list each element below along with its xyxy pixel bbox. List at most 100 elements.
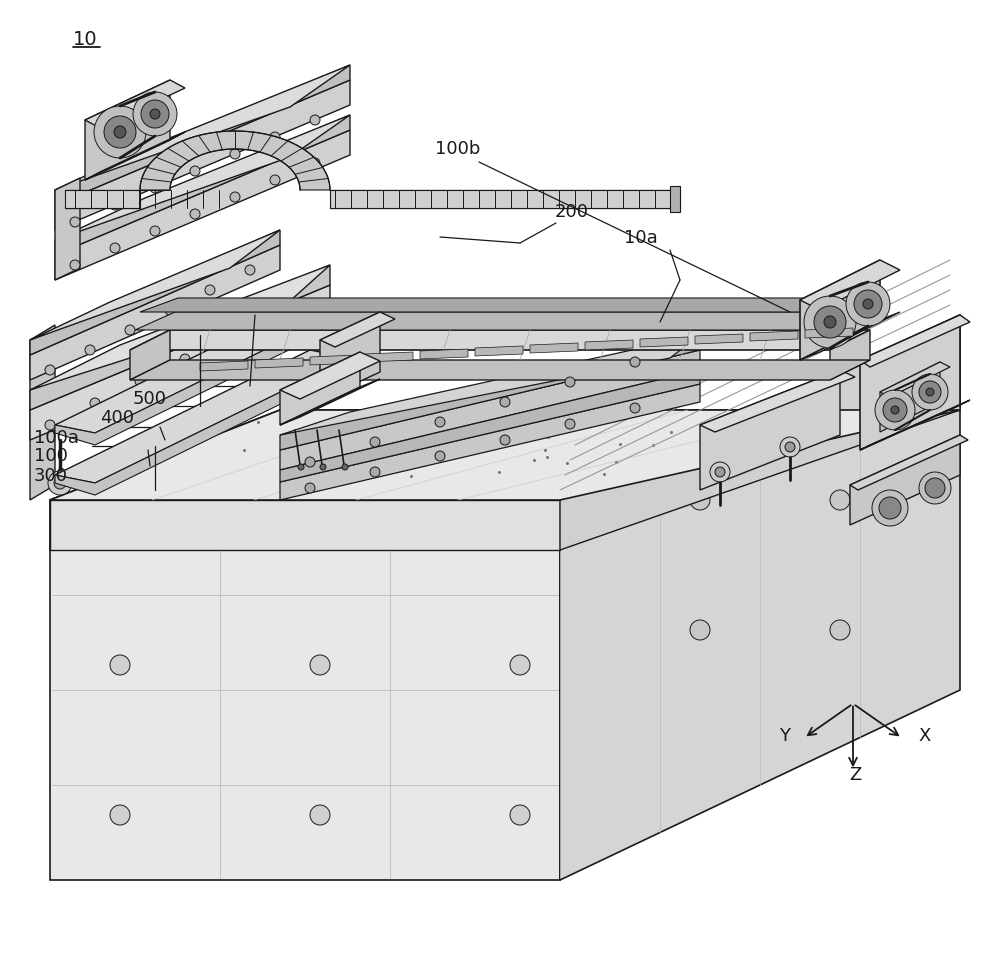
Circle shape — [435, 417, 445, 427]
Circle shape — [90, 398, 100, 408]
Polygon shape — [670, 186, 680, 212]
Circle shape — [710, 462, 730, 482]
Polygon shape — [55, 308, 350, 445]
Polygon shape — [140, 298, 862, 312]
Polygon shape — [695, 334, 743, 344]
Circle shape — [190, 209, 200, 219]
Circle shape — [830, 620, 850, 640]
Polygon shape — [30, 265, 330, 410]
Polygon shape — [310, 355, 358, 365]
Polygon shape — [530, 343, 578, 353]
Polygon shape — [140, 131, 330, 190]
Circle shape — [270, 310, 280, 320]
Polygon shape — [55, 115, 350, 255]
Polygon shape — [30, 285, 330, 440]
Circle shape — [510, 655, 530, 675]
Circle shape — [854, 290, 882, 318]
Polygon shape — [50, 410, 280, 550]
Polygon shape — [850, 435, 968, 490]
Polygon shape — [280, 335, 700, 435]
Polygon shape — [255, 358, 303, 368]
Circle shape — [310, 655, 330, 675]
Circle shape — [879, 497, 901, 519]
Polygon shape — [800, 260, 880, 360]
Polygon shape — [55, 65, 350, 205]
Polygon shape — [280, 335, 700, 450]
Circle shape — [110, 243, 120, 253]
Circle shape — [205, 285, 215, 295]
Polygon shape — [55, 130, 350, 280]
Circle shape — [780, 437, 800, 457]
Polygon shape — [280, 370, 700, 482]
Polygon shape — [320, 312, 395, 347]
Circle shape — [165, 305, 175, 315]
Circle shape — [814, 306, 846, 338]
Polygon shape — [800, 260, 900, 310]
Polygon shape — [830, 330, 870, 380]
Circle shape — [883, 398, 907, 422]
Circle shape — [320, 464, 326, 470]
Circle shape — [110, 655, 130, 675]
Text: 100a: 100a — [34, 429, 79, 447]
Circle shape — [270, 132, 280, 142]
Circle shape — [141, 100, 169, 128]
Polygon shape — [850, 435, 960, 525]
Circle shape — [630, 403, 640, 413]
Circle shape — [846, 282, 890, 326]
Polygon shape — [30, 230, 280, 355]
Polygon shape — [640, 337, 688, 347]
Circle shape — [225, 332, 235, 342]
Polygon shape — [50, 500, 560, 550]
Circle shape — [70, 217, 80, 227]
Circle shape — [310, 115, 320, 125]
Text: X: X — [918, 727, 931, 745]
Polygon shape — [30, 265, 330, 390]
Circle shape — [245, 265, 255, 275]
Circle shape — [715, 467, 725, 477]
Polygon shape — [585, 340, 633, 350]
Polygon shape — [55, 115, 350, 240]
Circle shape — [919, 472, 951, 504]
Circle shape — [45, 420, 55, 430]
Polygon shape — [475, 346, 523, 356]
Polygon shape — [420, 349, 468, 359]
Polygon shape — [50, 410, 960, 500]
Polygon shape — [30, 245, 280, 380]
Polygon shape — [880, 362, 950, 397]
Circle shape — [104, 116, 136, 148]
Circle shape — [630, 357, 640, 367]
Circle shape — [190, 166, 200, 176]
Circle shape — [804, 296, 856, 348]
Text: Z: Z — [849, 766, 861, 784]
Polygon shape — [280, 350, 700, 470]
Polygon shape — [700, 370, 855, 432]
Circle shape — [435, 451, 445, 461]
Circle shape — [110, 200, 120, 210]
Polygon shape — [320, 312, 380, 400]
Circle shape — [150, 183, 160, 193]
Polygon shape — [280, 352, 360, 425]
Polygon shape — [330, 190, 680, 208]
Circle shape — [305, 457, 315, 467]
Circle shape — [690, 490, 710, 510]
Circle shape — [370, 437, 380, 447]
Circle shape — [500, 435, 510, 445]
Circle shape — [305, 483, 315, 493]
Circle shape — [45, 365, 55, 375]
Circle shape — [824, 316, 836, 328]
Polygon shape — [30, 325, 55, 500]
Circle shape — [85, 345, 95, 355]
Circle shape — [54, 477, 66, 489]
Circle shape — [70, 260, 80, 270]
Circle shape — [270, 175, 280, 185]
Polygon shape — [860, 400, 970, 450]
Polygon shape — [55, 80, 350, 230]
Polygon shape — [700, 370, 840, 490]
Polygon shape — [50, 410, 960, 500]
Polygon shape — [280, 384, 700, 500]
Circle shape — [370, 467, 380, 477]
Polygon shape — [800, 312, 900, 360]
Circle shape — [342, 464, 348, 470]
Polygon shape — [560, 315, 960, 880]
Text: 100b: 100b — [435, 140, 480, 158]
